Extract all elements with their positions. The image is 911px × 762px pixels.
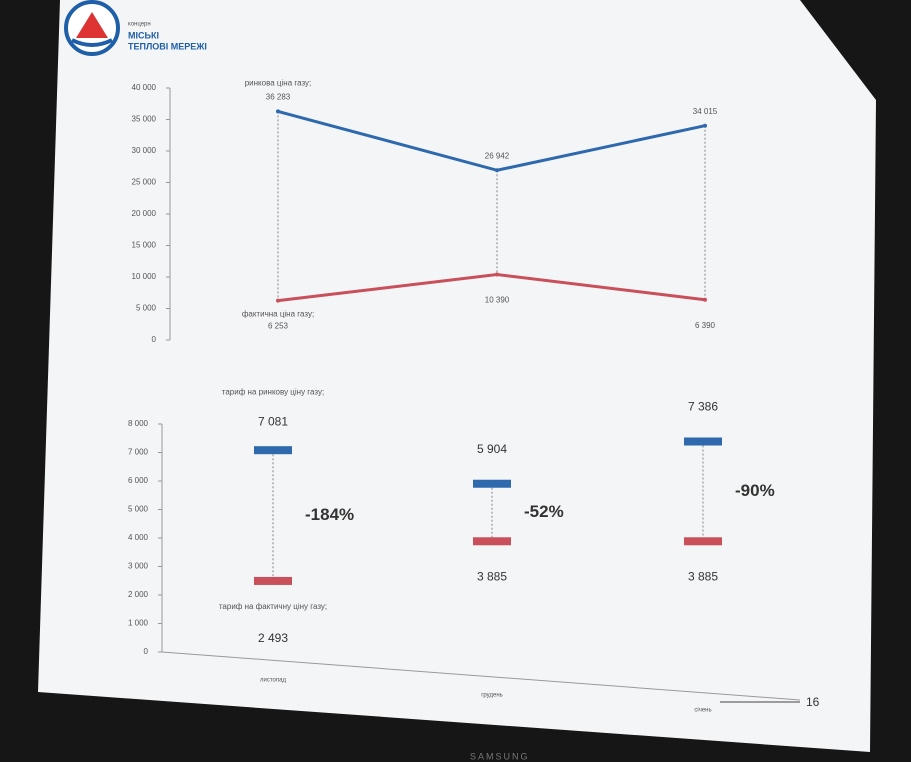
- y-tick-label: 30 000: [132, 146, 157, 155]
- logo-mark: [76, 12, 108, 38]
- cap-low: [254, 576, 292, 585]
- y-tick-label: 15 000: [132, 241, 157, 250]
- point: [276, 298, 280, 303]
- monitor-brand: SAMSUNG: [470, 751, 530, 761]
- y-tick-label: 6 000: [128, 476, 149, 485]
- y-tick-label: 5 000: [136, 304, 157, 313]
- org-label: концерн: [128, 22, 151, 28]
- org-title: ТЕПЛОВІ МЕРЕЖІ: [128, 41, 207, 51]
- value-label: 34 015: [693, 107, 718, 116]
- y-tick-label: 3 000: [128, 562, 149, 571]
- y-tick-label: 5 000: [128, 505, 149, 514]
- x-tick-label: листопад: [260, 678, 286, 684]
- value-label: 7 081: [258, 414, 288, 428]
- y-tick-label: 40 000: [132, 83, 157, 92]
- y-tick-label: 4 000: [128, 533, 149, 542]
- value-label: 7 386: [688, 400, 718, 414]
- value-label: 26 942: [485, 151, 510, 160]
- org-title: МІСЬКІ: [128, 30, 159, 40]
- y-tick-label: 20 000: [132, 209, 157, 218]
- logo-wave: [71, 38, 113, 47]
- y-tick-label: 2 000: [128, 590, 149, 599]
- value-label: 2 493: [258, 631, 288, 645]
- series-name: фактична ціна газу;: [242, 310, 314, 319]
- diff-label: -52%: [524, 502, 564, 521]
- y-tick-label: 0: [144, 647, 149, 656]
- y-tick-label: 7 000: [128, 448, 149, 457]
- value-label: 10 390: [485, 296, 510, 305]
- y-tick-label: 8 000: [128, 419, 149, 428]
- series-name: тариф на фактичну ціну газу;: [219, 602, 327, 611]
- y-tick-label: 35 000: [132, 115, 157, 124]
- x-tick-label: грудень: [481, 693, 503, 699]
- series-name: тариф на ринкову ціну газу;: [222, 387, 324, 396]
- cap-high: [684, 437, 722, 446]
- value-label: 36 283: [266, 93, 291, 102]
- point: [276, 109, 280, 114]
- diff-label: -184%: [305, 505, 354, 524]
- cap-high: [473, 479, 511, 488]
- point: [703, 297, 707, 302]
- value-label: 6 390: [695, 321, 716, 330]
- cap-low: [473, 537, 511, 546]
- diff-label: -90%: [735, 481, 775, 500]
- x-axis: [161, 651, 801, 701]
- y-tick-label: 25 000: [132, 178, 157, 187]
- slide: [38, 0, 876, 752]
- y-tick-label: 1 000: [128, 619, 149, 628]
- value-label: 5 904: [477, 442, 507, 456]
- cap-high: [254, 446, 292, 455]
- x-tick-label: січень: [694, 708, 711, 714]
- page-number: 16: [806, 695, 820, 709]
- value-label: 3 885: [477, 569, 507, 583]
- point: [495, 168, 499, 173]
- value-label: 3 885: [688, 569, 718, 583]
- y-tick-label: 10 000: [132, 272, 157, 281]
- value-label: 6 253: [268, 322, 289, 331]
- point: [495, 272, 499, 277]
- series-name: ринкова ціна газу;: [245, 79, 312, 88]
- point: [703, 123, 707, 128]
- y-tick-label: 0: [152, 335, 157, 344]
- cap-low: [684, 537, 722, 546]
